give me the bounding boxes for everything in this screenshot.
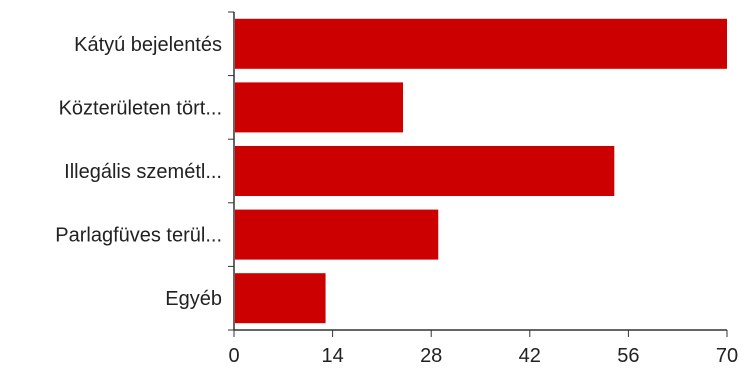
bar-2	[235, 146, 615, 196]
x-tick-label-4: 56	[617, 345, 639, 367]
category-label-4: Egyéb	[165, 288, 222, 310]
bar-0	[235, 18, 727, 69]
x-tick-label-5: 70	[716, 345, 738, 367]
category-label-2: Illegális szemétl...	[64, 161, 222, 183]
x-tick-label-0: 0	[228, 345, 239, 367]
bar-1	[235, 82, 404, 133]
labels-layer: Kátyú bejelentés Közterületen tört... Ille…	[55, 34, 738, 367]
axes-layer	[228, 11, 728, 337]
category-label-0: Kátyú bejelentés	[74, 34, 222, 56]
bars-layer	[235, 18, 727, 324]
category-label-1: Közterületen tört...	[59, 97, 222, 119]
x-tick-label-2: 28	[420, 345, 442, 367]
x-tick-label-3: 42	[519, 345, 541, 367]
bar-4	[235, 273, 326, 324]
x-tick-label-1: 14	[321, 345, 343, 367]
bar-3	[235, 209, 439, 260]
category-label-3: Parlagfüves terül...	[55, 225, 222, 247]
